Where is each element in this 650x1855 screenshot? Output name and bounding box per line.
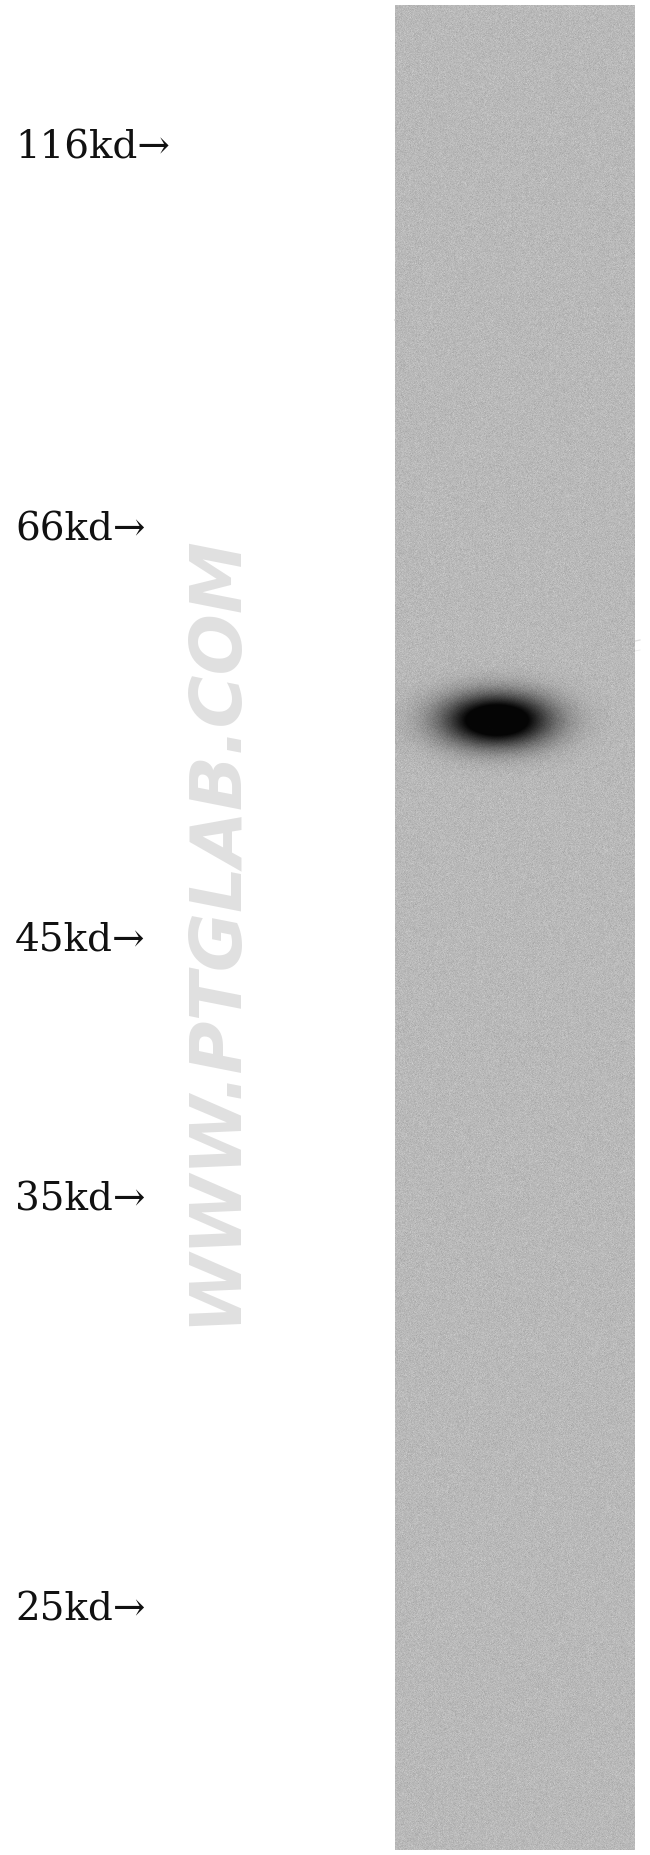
Text: 35kd→: 35kd→ [15,1182,146,1219]
Text: 66kd→: 66kd→ [15,512,146,549]
Text: 116kd→: 116kd→ [15,130,170,167]
Text: 25kd→: 25kd→ [15,1592,146,1629]
Text: 45kd→: 45kd→ [15,922,146,959]
Ellipse shape [476,1475,498,1486]
Text: WWW.PTGLAB.COM: WWW.PTGLAB.COM [181,534,250,1326]
